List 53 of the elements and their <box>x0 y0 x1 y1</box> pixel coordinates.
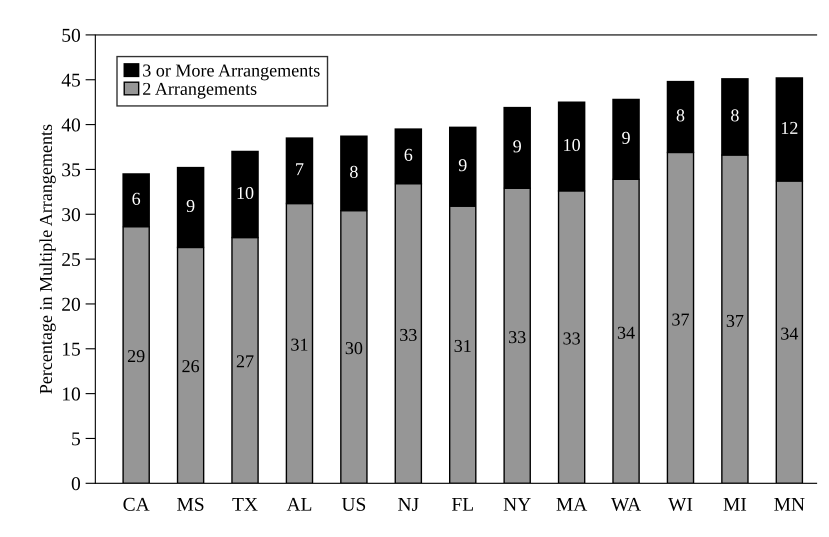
x-tick-label: MI <box>724 498 746 511</box>
data-label: 6 <box>132 192 140 205</box>
x-tick-label: FL <box>452 498 473 511</box>
data-label: 37 <box>672 314 689 326</box>
y-tick-label: 35 <box>62 163 80 176</box>
data-label: 10 <box>238 186 254 200</box>
x-tick-label: MN <box>774 498 805 511</box>
data-label: 8 <box>350 166 358 178</box>
y-tick-label: 5 <box>72 432 80 446</box>
data-label: 8 <box>731 109 739 122</box>
data-label: 37 <box>726 314 744 327</box>
data-label: 33 <box>563 332 580 345</box>
y-axis-title: Percentage in Multiple Arrangements <box>39 124 56 394</box>
data-label: 9 <box>513 140 521 152</box>
data-label: 33 <box>400 328 417 342</box>
y-tick-label: 20 <box>62 298 80 311</box>
data-label: 10 <box>564 138 580 152</box>
data-label: 30 <box>346 342 362 354</box>
y-tick-label: 15 <box>63 342 80 356</box>
y-tick-label: 10 <box>63 387 80 401</box>
data-label: 9 <box>186 200 194 212</box>
x-tick-label: WI <box>668 498 692 511</box>
x-tick-label: NY <box>504 498 531 511</box>
y-tick-label: 50 <box>62 28 80 42</box>
x-tick-label: AL <box>286 498 312 511</box>
data-label: 34 <box>781 328 798 340</box>
x-tick-label: TX <box>232 498 258 511</box>
y-tick-label: 25 <box>62 252 80 266</box>
data-label: 12 <box>782 122 798 134</box>
x-tick-label: NJ <box>398 498 419 511</box>
data-label: 27 <box>236 355 254 368</box>
y-tick-label: 45 <box>62 74 80 87</box>
y-tick-label: 0 <box>72 477 80 490</box>
data-label: 7 <box>296 163 304 176</box>
data-label: 31 <box>454 340 471 352</box>
x-tick-label: MS <box>177 498 204 511</box>
data-label: 34 <box>618 326 635 339</box>
data-label: 31 <box>291 338 308 351</box>
x-tick-label: CA <box>123 498 150 511</box>
data-label: 6 <box>404 148 412 161</box>
x-tick-label: MA <box>556 498 588 511</box>
legend-label: 2 Arrangements <box>143 82 256 99</box>
data-label: 26 <box>182 360 200 372</box>
y-tick-label: 40 <box>62 118 80 132</box>
y-tick-label: 30 <box>62 208 80 222</box>
data-label: 8 <box>676 109 684 122</box>
data-label: 9 <box>458 159 467 172</box>
data-label: 33 <box>509 331 526 344</box>
x-tick-label: WA <box>610 498 642 511</box>
data-label: 29 <box>128 350 144 362</box>
legend-label: 3 or More Arrangements <box>143 64 320 80</box>
x-tick-label: US <box>342 498 366 511</box>
data-label: 9 <box>622 132 630 144</box>
